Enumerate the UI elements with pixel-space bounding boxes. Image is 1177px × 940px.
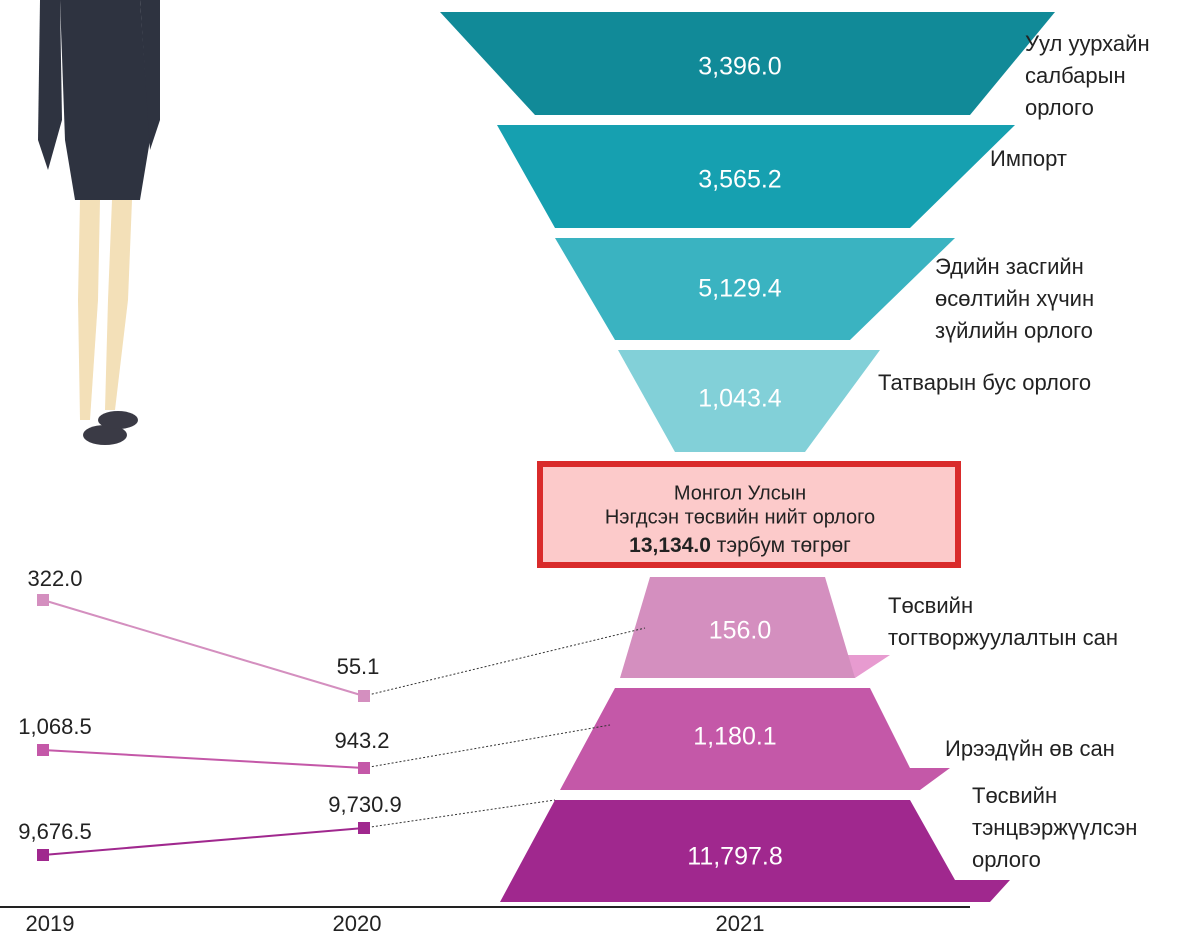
trend-point [37,594,49,606]
connector [364,725,610,768]
trend-point [358,822,370,834]
segment-label: Уул уурхайн [1025,31,1150,56]
trend-value: 943.2 [334,728,389,753]
segment-value: 1,180.1 [693,723,776,751]
trend-point [37,849,49,861]
segment-label: Импорт [990,146,1067,171]
trend-point [358,762,370,774]
segment-value: 156.0 [709,617,772,645]
total-line: Нэгдсэн төсвийн нийт орлого [605,506,875,528]
segment-label: салбарын [1025,63,1126,88]
year-label: 2020 [333,911,382,936]
connector [364,628,645,696]
segment-label: тогтворжуулалтын сан [888,625,1118,650]
segment-value: 3,565.2 [698,166,781,194]
segment-label: Төсвийн [972,783,1057,808]
total-line: Монгол Улсын [674,482,806,504]
segment-label: Төсвийн [888,593,973,618]
year-label: 2021 [716,911,765,936]
segment-label: Татварын бус орлого [878,370,1091,395]
trend-point [37,744,49,756]
segment-label: Ирээдүйн өв сан [945,736,1115,761]
trend-line [43,600,364,696]
segment-label: орлого [972,847,1041,872]
segment-value: 5,129.4 [698,275,782,303]
trend-point [358,690,370,702]
trend-value: 55.1 [337,654,380,679]
illustration [38,0,160,445]
segment-label: Эдийн засгийн [935,254,1084,279]
trend-value: 1,068.5 [18,714,91,739]
trend-line [43,750,364,768]
segment-label: өсөлтийн хүчин [935,286,1094,311]
infographic: Монгол Улсын Нэгдсэн төсвийн нийт орлого… [0,0,1177,940]
trend-value: 9,676.5 [18,819,91,844]
segment-value: 3,396.0 [698,53,781,81]
segment-value: 11,797.8 [687,843,782,871]
segment-label: орлого [1025,95,1094,120]
year-label: 2019 [26,911,75,936]
segment-label: тэнцвэржүүлсэн [972,815,1137,840]
segment-value: 1,043.4 [698,385,782,413]
total-unit: тэрбум төгрөг [717,534,851,557]
total-amount: 13,134.0 [629,534,711,557]
total-amount-line: 13,134.0 тэрбум төгрөг [629,534,851,557]
segment-label: зүйлийн орлого [935,318,1093,343]
trend-value: 9,730.9 [328,792,401,817]
trend-value: 322.0 [27,566,82,591]
